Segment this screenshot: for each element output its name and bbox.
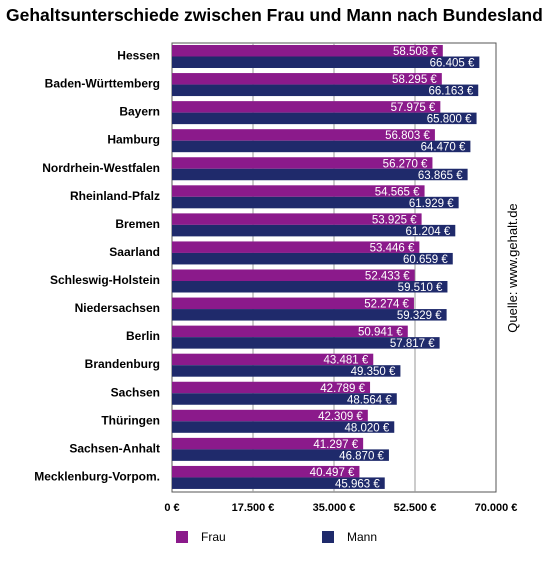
data-label: 52.433 € — [365, 271, 410, 283]
bar-frau — [172, 353, 374, 366]
bar-frau — [172, 381, 371, 394]
chart-title: Gehaltsunterschiede zwischen Frau und Ma… — [6, 5, 543, 25]
category-label: Mecklenburg-Vorpom. — [34, 469, 160, 483]
bar-mann — [172, 224, 456, 237]
bar-frau — [172, 185, 425, 197]
x-tick-label: 17.500 € — [232, 502, 275, 514]
category-label: Niedersachsen — [75, 301, 160, 315]
category-label: Hamburg — [107, 133, 160, 147]
data-label: 41.297 € — [313, 439, 358, 451]
category-label: Hessen — [117, 49, 160, 63]
data-label: 42.309 € — [318, 411, 363, 423]
bar-frau — [172, 101, 441, 113]
data-label: 59.510 € — [398, 282, 443, 294]
data-label: 46.870 € — [339, 450, 384, 462]
x-tick-label: 52.500 € — [394, 502, 437, 514]
bar-frau — [172, 465, 360, 478]
bar-frau — [172, 129, 435, 141]
bar-mann — [172, 337, 440, 349]
data-label: 64.470 € — [421, 142, 466, 154]
legend-label-frau: Frau — [201, 530, 226, 544]
x-tick-label: 70.000 € — [475, 502, 518, 514]
category-label: Bremen — [115, 217, 160, 231]
category-label: Nordrhein-Westfalen — [42, 161, 160, 175]
bar-mann — [172, 281, 448, 293]
data-label: 60.659 € — [403, 254, 448, 266]
x-tick-label: 35.000 € — [313, 502, 356, 514]
bar-mann — [172, 365, 401, 377]
data-label: 61.204 € — [406, 226, 451, 238]
data-label: 53.446 € — [370, 242, 415, 254]
bar-frau — [172, 157, 433, 169]
bar-mann — [172, 252, 453, 265]
legend-label-mann: Mann — [347, 530, 377, 544]
bar-frau — [172, 45, 443, 57]
bar-mann — [172, 421, 395, 433]
category-label: Berlin — [126, 329, 160, 343]
category-label: Sachsen — [111, 385, 160, 399]
source-label: Quelle: www.gehalt.de — [505, 203, 520, 332]
data-label: 48.020 € — [344, 422, 389, 434]
bar-frau — [172, 73, 442, 85]
category-label: Schleswig-Holstein — [50, 273, 160, 287]
bar-mann — [172, 196, 459, 209]
bar-frau — [172, 437, 364, 450]
data-label: 58.508 € — [393, 46, 438, 58]
data-label: 66.163 € — [428, 86, 473, 98]
data-label: 59.329 € — [397, 310, 442, 322]
bar-frau — [172, 409, 368, 422]
bar-frau — [172, 325, 408, 338]
category-label: Bayern — [119, 105, 160, 119]
bar-frau — [172, 241, 420, 253]
data-label: 48.564 € — [347, 394, 392, 406]
bar-frau — [172, 297, 414, 310]
bar-frau — [172, 213, 422, 225]
category-label: Sachsen-Anhalt — [69, 441, 160, 455]
data-label: 53.925 € — [372, 214, 417, 226]
data-label: 54.565 € — [375, 186, 420, 198]
category-label: Baden-Württemberg — [45, 77, 160, 91]
category-label: Saarland — [109, 245, 160, 259]
category-label: Brandenburg — [85, 357, 160, 371]
data-label: 50.941 € — [358, 327, 403, 339]
x-tick-label: 0 € — [164, 502, 179, 514]
bar-mann — [172, 112, 477, 125]
data-label: 43.481 € — [323, 355, 368, 367]
bar-mann — [172, 168, 468, 181]
data-label: 57.817 € — [390, 338, 435, 350]
data-label: 42.789 € — [320, 383, 365, 395]
data-label: 49.350 € — [351, 366, 396, 378]
legend-swatch-frau — [176, 531, 188, 543]
bar-mann — [172, 393, 397, 405]
data-label: 61.929 € — [409, 198, 454, 210]
data-label: 56.803 € — [385, 130, 430, 142]
bar-mann — [172, 309, 447, 321]
bar-mann — [172, 84, 479, 97]
data-label: 65.800 € — [427, 114, 472, 126]
bar-mann — [172, 56, 480, 68]
data-label: 56.270 € — [383, 158, 428, 170]
category-label: Thüringen — [101, 413, 160, 427]
data-label: 63.865 € — [418, 170, 463, 182]
bar-mann — [172, 140, 471, 153]
data-label: 40.497 € — [310, 467, 355, 479]
data-label: 58.295 € — [392, 74, 437, 86]
bar-mann — [172, 477, 385, 489]
legend-swatch-mann — [322, 531, 334, 543]
bar-mann — [172, 449, 389, 461]
bar-frau — [172, 269, 415, 281]
data-label: 66.405 € — [430, 58, 475, 70]
category-label: Rheinland-Pfalz — [70, 189, 160, 203]
data-label: 45.963 € — [335, 478, 380, 490]
data-label: 52.274 € — [364, 299, 409, 311]
data-label: 57.975 € — [391, 102, 436, 114]
